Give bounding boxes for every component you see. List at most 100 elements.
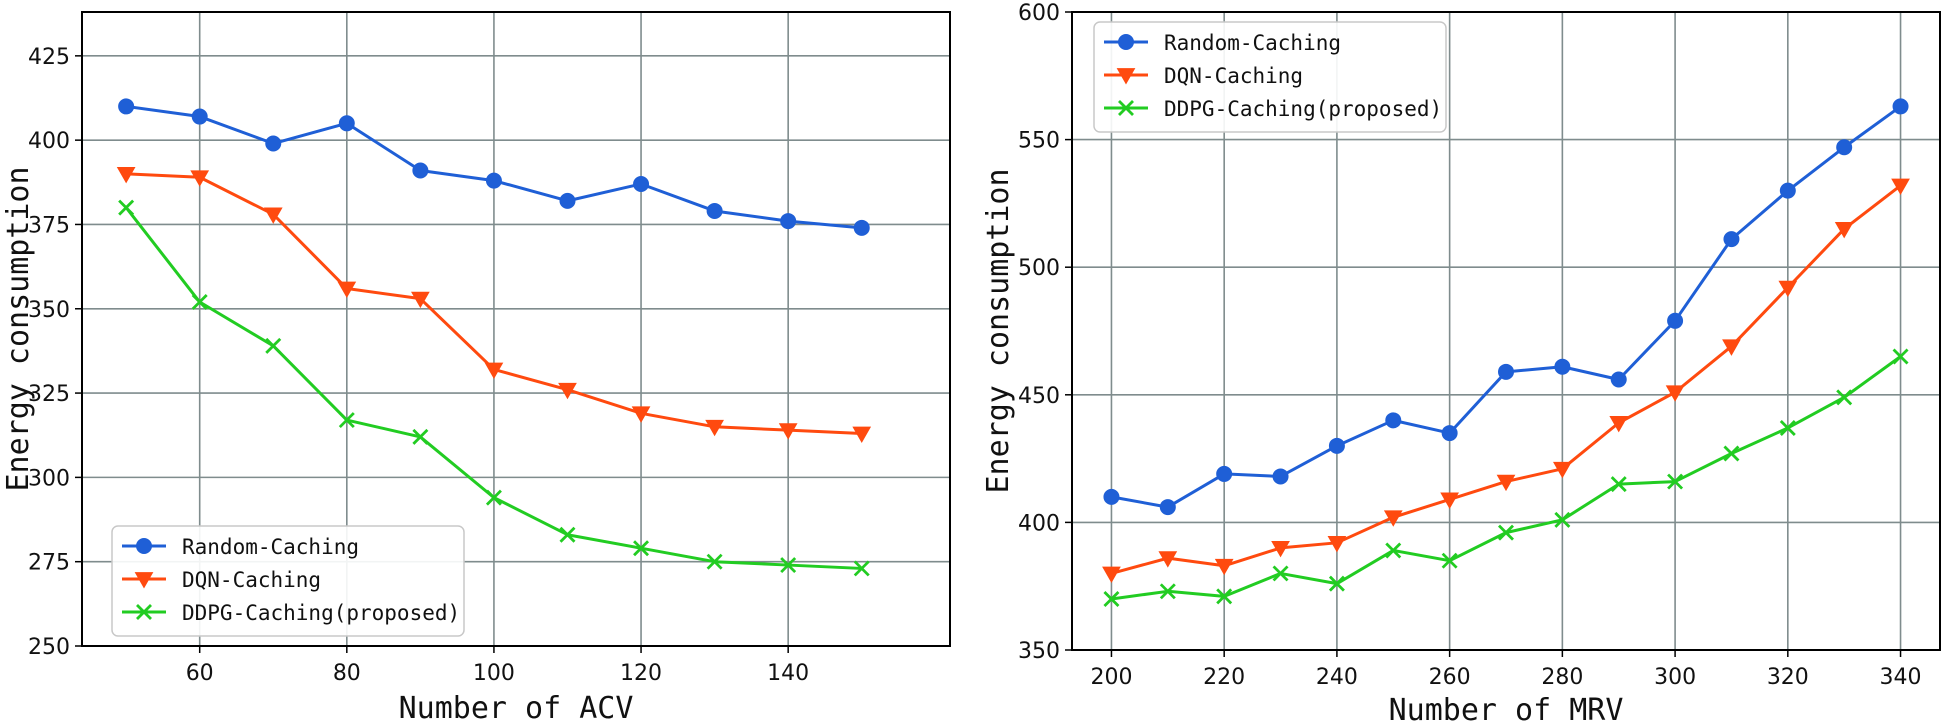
data-point [411,291,430,309]
x-tick-label: 280 [1541,665,1583,690]
data-point [780,557,797,574]
legend-marker [1118,100,1134,116]
x-axis-label: Number of ACV [399,691,634,726]
legend-label: Random-Caching [1164,31,1341,55]
y-tick-label: 350 [1018,639,1060,664]
x-tick-label: 120 [620,661,662,686]
legend-marker [134,572,154,589]
data-point [1496,474,1516,492]
data-point [1778,280,1798,298]
y-tick-label: 450 [1018,384,1060,409]
data-point [1441,552,1458,569]
data-point [1216,465,1233,482]
data-point [1103,590,1120,607]
data-point [263,207,283,224]
y-tick-label: 325 [28,382,70,407]
legend: Random-Caching DQN-Caching DDPG-Caching(pr… [111,525,465,637]
data-point [853,560,870,577]
data-point [1103,488,1120,505]
data-point [1779,419,1796,436]
x-tick-label: 200 [1090,665,1132,690]
legend-box [111,525,465,637]
data-point [1216,588,1233,605]
y-axis-label: Energy consumption [981,168,1016,493]
data-point [559,192,576,209]
y-tick-label: 275 [28,551,70,576]
x-tick-label: 140 [767,661,809,686]
data-point [191,108,208,125]
x-tick-label: 240 [1316,665,1358,690]
data-point [853,219,870,236]
data-point [705,419,724,437]
plot-frame [81,11,951,647]
legend-label: DDPG-Caching(proposed) [182,601,460,625]
gridlines [82,12,950,647]
data-point [631,406,651,423]
legend: Random-Caching DQN-Caching DDPG-Caching(pr… [1093,21,1447,133]
left-chart-acv: 60 80 100 120 140 250 275 300 325 350 375 400 425 Num… [1,11,951,726]
y-tick-label: 550 [1018,129,1060,154]
data-point [706,553,723,570]
data-point [633,175,650,192]
data-point [1553,461,1572,479]
legend-entry: Random-Caching [1104,31,1341,55]
data-point [706,202,723,219]
right-chart-mrv: 200 220 240 260 280 300 320 340 350 400 450 500 550 6… [981,1,1941,726]
legend-entry: Random-Caching [122,535,359,559]
data-point [265,135,282,152]
data-point [1498,363,1514,380]
data-point [780,213,797,230]
series-dqn-caching [116,166,872,444]
data-point [1609,415,1629,433]
legend-entry: DQN-Caching [1104,64,1303,88]
data-point [1723,445,1740,462]
legend-entry: DQN-Caching [122,568,321,592]
series-dqn-caching [1102,178,1910,583]
x-tick-label: 300 [1654,665,1696,690]
data-point [559,526,576,543]
data-point [1836,139,1853,156]
x-tick-label: 100 [473,661,515,686]
y-tick-label: 300 [28,466,70,491]
data-point [778,423,798,440]
data-point [338,115,355,132]
data-point [1723,231,1740,248]
data-point [1610,371,1627,388]
data-point [1385,412,1402,429]
x-tick-label: 260 [1429,665,1471,690]
x-tick-label: 220 [1203,665,1245,690]
data-point [1383,510,1403,527]
data-point [1159,583,1176,600]
legend-entry: DDPG-Caching(proposed) [1104,97,1442,121]
data-point [1836,389,1853,406]
legend-label: Random-Caching [182,535,359,559]
data-point [1891,178,1910,196]
data-point [1610,476,1627,493]
data-point [1834,222,1854,239]
y-tick-label: 425 [28,45,70,70]
data-point [1440,492,1459,509]
data-point [1272,468,1289,485]
data-point [1272,565,1289,582]
y-tick-label: 400 [1018,511,1060,536]
legend-label: DQN-Caching [182,568,321,592]
y-tick-label: 350 [28,298,70,323]
series-random-caching [1103,98,1909,516]
data-point [190,170,210,187]
data-point [337,281,357,299]
data-point [1667,312,1684,329]
legend-label: DDPG-Caching(proposed) [1164,97,1442,121]
y-tick-label: 375 [28,213,70,238]
data-point [118,98,135,115]
data-point [1385,542,1402,559]
x-axis-label: Number of MRV [1389,693,1624,726]
legend-entry: DDPG-Caching(proposed) [122,601,460,625]
y-axis-label: Energy consumption [1,166,36,491]
y-tick-label: 600 [1018,1,1060,26]
data-point [633,540,650,557]
data-point [852,426,872,444]
data-point [1328,437,1345,454]
data-point [485,172,502,189]
data-point [412,428,429,445]
